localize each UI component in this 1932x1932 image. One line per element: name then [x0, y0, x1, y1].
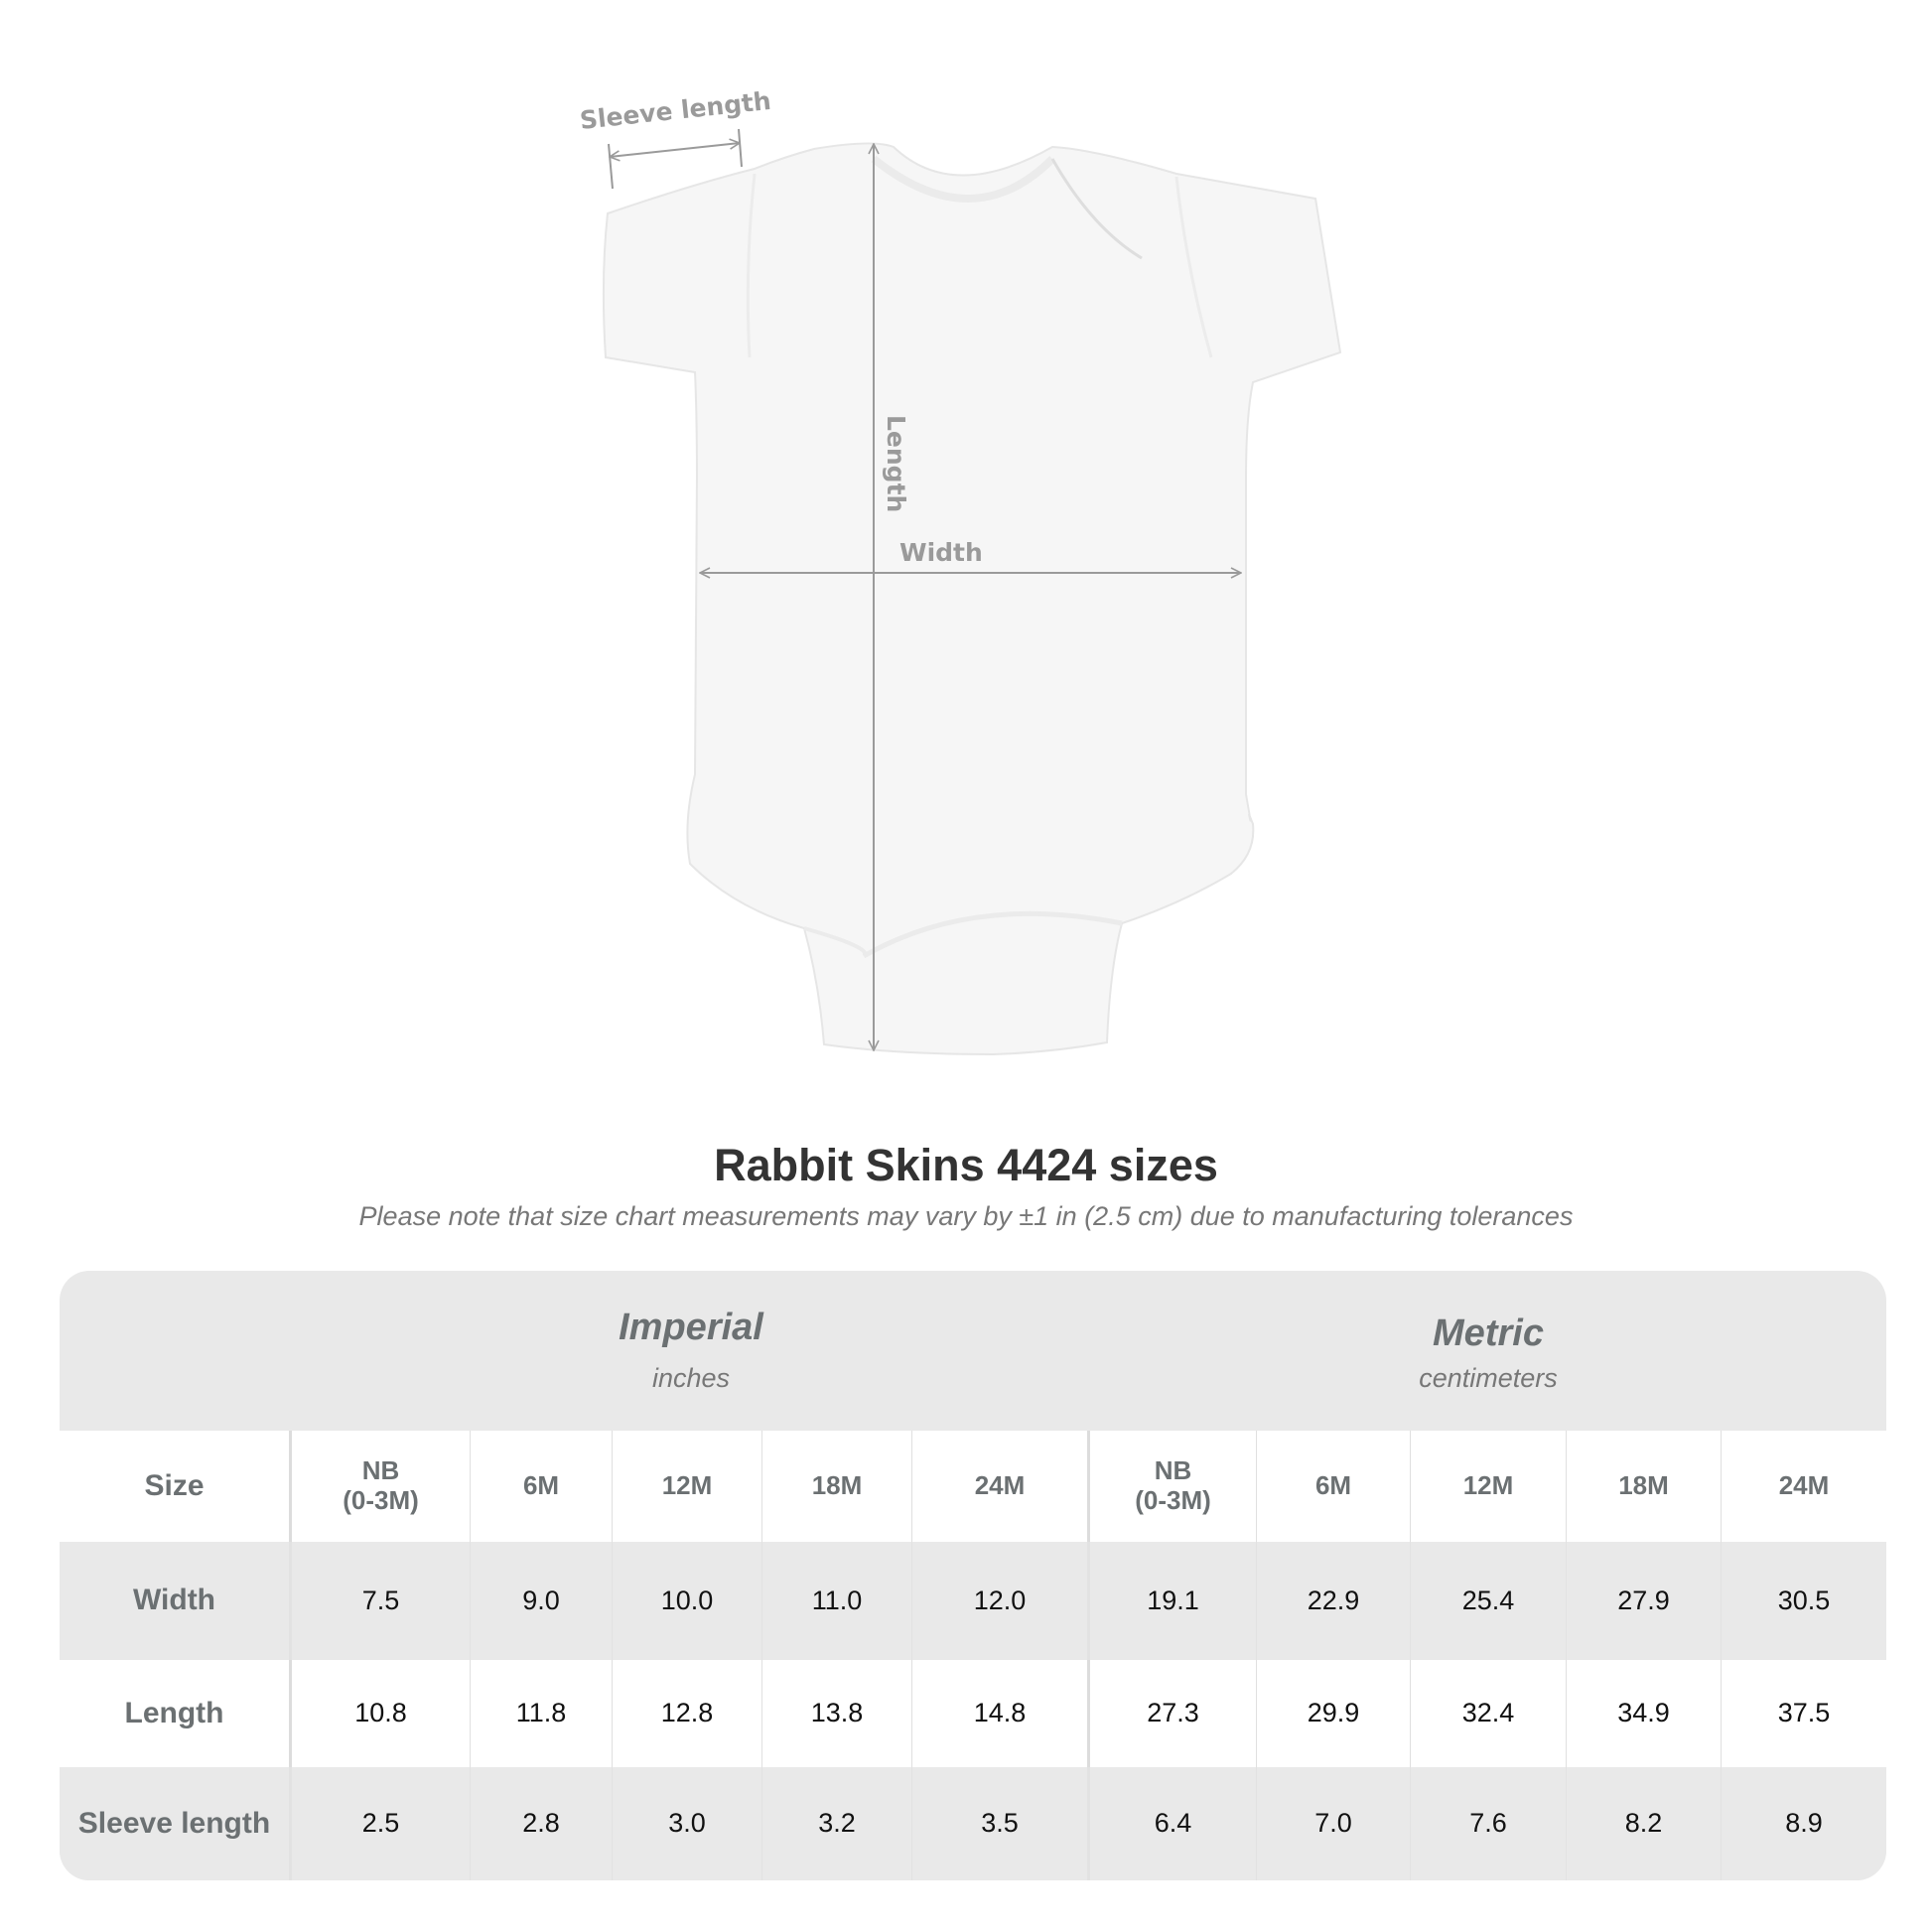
row-label: Sleeve length: [60, 1767, 292, 1880]
metric-header: Metric centimeters: [1090, 1271, 1886, 1431]
imperial-value: 2.5: [292, 1767, 471, 1880]
onesie-illustration: [602, 142, 1342, 1056]
table-row-sleeve-length: Sleeve length 2.5 2.8 3.0 3.2 3.5 6.4 7.0 7.6 8.2…: [60, 1767, 1886, 1880]
imperial-value: 2.8: [471, 1767, 613, 1880]
metric-value: 8.2: [1567, 1767, 1722, 1880]
metric-size-1: 6M: [1257, 1431, 1411, 1542]
metric-value: 27.3: [1090, 1660, 1257, 1767]
metric-value: 37.5: [1777, 1698, 1831, 1728]
size-header: Size: [60, 1431, 292, 1542]
metric-size-4: 24M: [1778, 1470, 1830, 1501]
metric-value: 27.9: [1567, 1542, 1722, 1660]
row-label: Width: [60, 1542, 292, 1660]
metric-size-2: 12M: [1411, 1431, 1567, 1542]
imperial-value: 10.8: [292, 1660, 471, 1767]
metric-value: 6.4: [1090, 1767, 1257, 1880]
table-row-width: Width 7.5 9.0 10.0 11.0 12.0 19.1 22.9 25.4 27.9 3…: [60, 1542, 1886, 1660]
imperial-value: 12.8: [613, 1660, 762, 1767]
imperial-value: 3.2: [762, 1767, 912, 1880]
metric-value: 32.4: [1411, 1660, 1567, 1767]
imperial-value: 11.8: [471, 1660, 613, 1767]
metric-unit: centimeters: [1419, 1363, 1558, 1393]
metric-value: 30.5: [1777, 1585, 1831, 1615]
metric-value: 7.6: [1411, 1767, 1567, 1880]
imperial-header: Imperial inches: [292, 1271, 1090, 1431]
imperial-label: Imperial: [619, 1307, 763, 1348]
metric-value: 29.9: [1257, 1660, 1411, 1767]
metric-value: 34.9: [1567, 1660, 1722, 1767]
metric-label: Metric: [1433, 1312, 1544, 1354]
width-label: Width: [899, 538, 983, 567]
sleeve-length-label: Sleeve length: [579, 86, 772, 135]
metric-size-3: 18M: [1567, 1431, 1722, 1542]
metric-value: 8.9: [1785, 1808, 1823, 1839]
row-label: Length: [60, 1660, 292, 1767]
imperial-value: 3.0: [613, 1767, 762, 1880]
imperial-value: 7.5: [292, 1542, 471, 1660]
imperial-size-4: 24M: [912, 1431, 1090, 1542]
imperial-size-1: 6M: [471, 1431, 613, 1542]
imperial-size-2: 12M: [613, 1431, 762, 1542]
sleeve-length-arrow: [610, 143, 740, 157]
imperial-value: 11.0: [762, 1542, 912, 1660]
metric-value: 7.0: [1257, 1767, 1411, 1880]
imperial-value: 3.5: [912, 1767, 1090, 1880]
length-label: Length: [882, 415, 910, 512]
imperial-value: 13.8: [762, 1660, 912, 1767]
imperial-size-3: 18M: [762, 1431, 912, 1542]
imperial-value: 12.0: [912, 1542, 1090, 1660]
onesie-diagram: Sleeve length Width Length: [579, 86, 1342, 1056]
imperial-value: 14.8: [912, 1660, 1090, 1767]
tolerance-note: Please note that size chart measurements…: [358, 1201, 1574, 1231]
table-row-length: Length 10.8 11.8 12.8 13.8 14.8 27.3 29.9 32.4 34…: [60, 1660, 1886, 1767]
size-table: Imperial inches Metric centimeters Size N…: [60, 1271, 1886, 1880]
imperial-unit: inches: [651, 1363, 731, 1393]
size-row: Size NB (0-3M) 6M 12M 18M 24M NB (0-3M) 6M 12M 18…: [60, 1431, 1886, 1542]
imperial-value: 9.0: [471, 1542, 613, 1660]
metric-value: 19.1: [1090, 1542, 1257, 1660]
metric-size-0: NB (0-3M): [1090, 1431, 1257, 1542]
page-title: Rabbit Skins 4424 sizes: [714, 1140, 1218, 1190]
metric-value: 25.4: [1411, 1542, 1567, 1660]
imperial-value: 10.0: [613, 1542, 762, 1660]
imperial-size-0: NB (0-3M): [292, 1431, 471, 1542]
metric-value: 22.9: [1257, 1542, 1411, 1660]
